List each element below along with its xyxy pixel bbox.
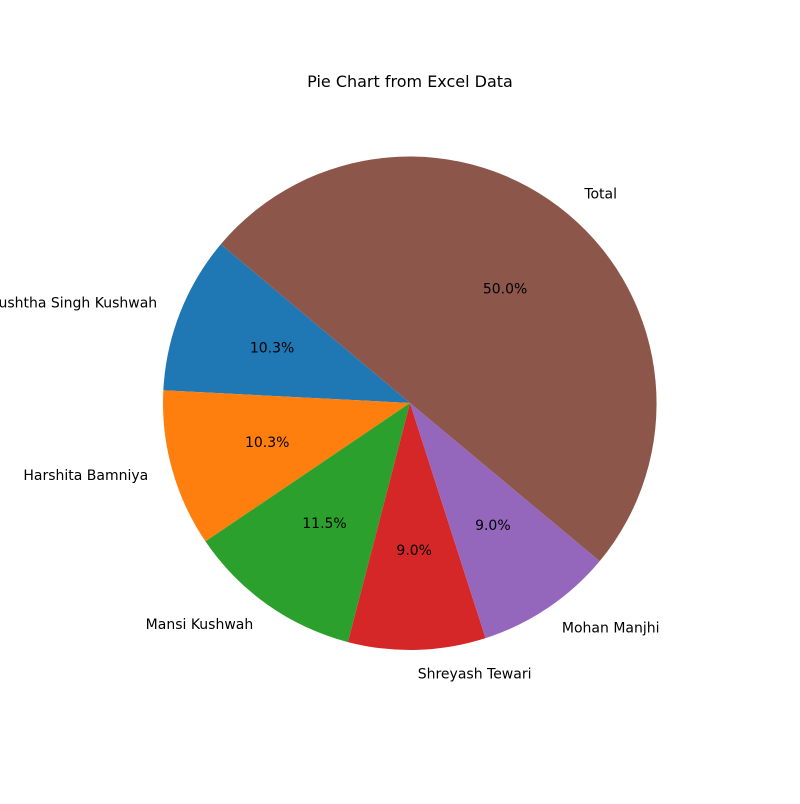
pie-slice-shreyash-tewari bbox=[347, 403, 486, 650]
slice-label-mansi-kushwah: Mansi Kushwah bbox=[146, 617, 254, 633]
slice-label-harshita-bamniya: Harshita Bamniya bbox=[23, 468, 148, 484]
slice-label-anushtha-singh-kushwah: Anushtha Singh Kushwah bbox=[0, 296, 157, 312]
pie-labels: 10.3% Anushtha Singh Kushwah 10.3% Harshita… bbox=[0, 187, 660, 683]
pie-slice-harshita-bamniya bbox=[163, 390, 410, 542]
pie-slice-mohan-manjhi bbox=[410, 403, 600, 639]
pct-label-total: 50.0% bbox=[483, 281, 527, 297]
pct-label-harshita-bamniya: 10.3% bbox=[245, 435, 289, 451]
pct-label-mansi-kushwah: 11.5% bbox=[302, 516, 346, 532]
pct-label-shreyash-tewari: 9.0% bbox=[396, 543, 432, 559]
chart-title: Pie Chart from Excel Data bbox=[307, 72, 513, 91]
slice-label-total: Total bbox=[583, 187, 617, 203]
pie-slice-mansi-kushwah bbox=[205, 403, 410, 643]
pie-slice-total bbox=[220, 156, 657, 562]
slice-label-mohan-manjhi: Mohan Manjhi bbox=[562, 620, 660, 636]
pie-slice-anushtha-singh-kushwah bbox=[163, 244, 410, 403]
pct-label-mohan-manjhi: 9.0% bbox=[475, 518, 511, 534]
pie-slices bbox=[163, 156, 657, 650]
pct-label-anushtha-singh-kushwah: 10.3% bbox=[250, 341, 294, 357]
slice-label-shreyash-tewari: Shreyash Tewari bbox=[418, 667, 532, 683]
